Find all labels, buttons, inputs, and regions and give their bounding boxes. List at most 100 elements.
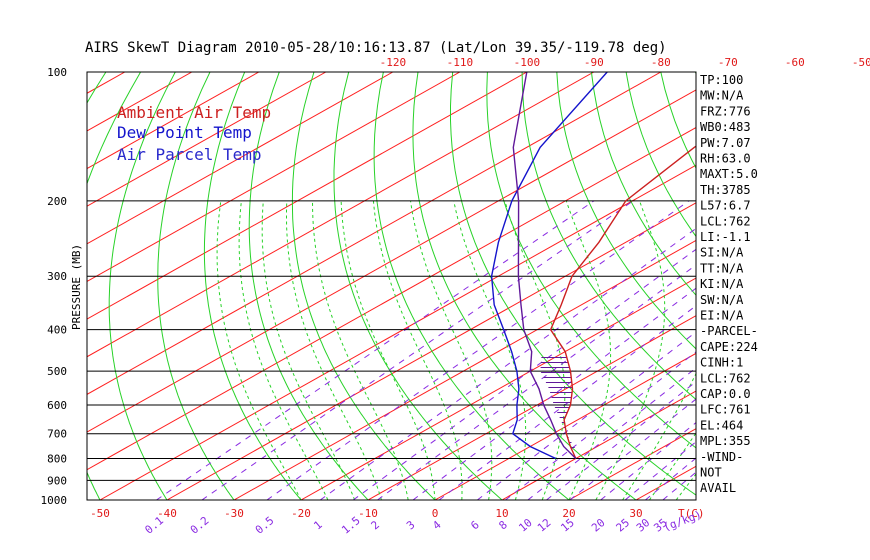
pressure-tick-label: 600 <box>47 399 67 412</box>
bottom-tick-label: -20 <box>291 507 311 520</box>
side-panel-entry: SW:N/A <box>700 293 744 307</box>
mixing-ratio-tick-label: 8 <box>496 518 509 532</box>
moist-adiabat-line <box>410 200 493 500</box>
pressure-tick-label: 200 <box>47 195 67 208</box>
parcel-temp-line <box>512 72 577 459</box>
pressure-tick-label: 800 <box>47 453 67 466</box>
side-panel-entry: CAPE:224 <box>700 340 758 354</box>
dry-adiabat-line <box>333 72 503 500</box>
mixing-ratio-line <box>319 227 696 500</box>
isotherm-line <box>166 202 696 500</box>
y-axis-label: PRESSURE (MB) <box>70 244 83 330</box>
top-temperature-tick-labels: -120-110-100-90-80-70-60-50-40 <box>380 56 870 69</box>
isotherm-line <box>367 315 696 500</box>
side-panel-entry: AVAIL <box>700 481 736 495</box>
dry-adiabat-line <box>373 72 570 500</box>
side-panel-entry: EL:464 <box>700 418 743 432</box>
series-layer <box>490 72 696 460</box>
bottom-temperature-tick-labels: -50 -40 -30 -20 -10 0 10 20 30 <box>90 507 643 520</box>
side-panel-entry: MW:N/A <box>700 89 744 103</box>
dry-adiabat-line <box>660 72 696 170</box>
top-tick-label: -100 <box>514 56 541 69</box>
side-panel-entry: KI:N/A <box>700 277 744 291</box>
side-panel-entry: LCL:762 <box>700 214 751 228</box>
bottom-tick-label: 30 <box>629 507 642 520</box>
dry-adiabat-line <box>765 72 870 500</box>
pressure-tick-label: 700 <box>47 428 67 441</box>
isotherm-line <box>300 277 696 500</box>
mixing-ratio-tick-label: 3 <box>404 518 417 532</box>
dewpoint-temp-line <box>490 72 608 460</box>
side-panel-entry: RH:63.0 <box>700 152 751 166</box>
mixing-ratio-tick-label: 6 <box>468 518 481 532</box>
isotherm-line <box>233 239 696 500</box>
isotherm-line <box>770 72 870 500</box>
isotherm-line <box>434 352 696 500</box>
bottom-tick-label: 20 <box>562 507 575 520</box>
dry-adiabat-line <box>800 72 870 500</box>
side-panel-entry: TH:3785 <box>700 183 751 197</box>
isotherm-line <box>87 72 327 207</box>
side-panel-entry: TP:100 <box>700 73 743 87</box>
chart-title: AIRS SkewT Diagram 2010-05-28/10:16:13.8… <box>85 40 667 56</box>
side-panel-entry: EI:N/A <box>700 309 744 323</box>
mixing-ratio-line <box>477 331 696 500</box>
mixing-ratio-line <box>201 200 634 500</box>
dry-adiabat-line <box>108 72 176 500</box>
dry-adiabat-line <box>730 72 870 500</box>
dry-adiabat-line <box>590 72 696 296</box>
moist-adiabat-line <box>261 200 356 500</box>
mixing-ratio-line <box>505 351 696 500</box>
isotherm-line <box>837 72 870 500</box>
bottom-axis-label: T(C) <box>678 507 705 520</box>
dry-adiabat-line <box>203 72 302 500</box>
moist-adiabat-line <box>216 200 302 500</box>
dry-adiabat-line <box>291 72 436 500</box>
mixing-ratio-tick-label: 0.5 <box>253 514 277 537</box>
side-panel-entry: CAP:0.0 <box>700 387 751 401</box>
isotherm-line <box>87 89 696 433</box>
mixing-ratio-line <box>662 471 696 500</box>
mixing-ratio-line <box>266 200 690 500</box>
moist-adiabat-line <box>565 200 612 500</box>
bottom-tick-label: -40 <box>157 507 177 520</box>
side-panel-entry: TT:N/A <box>700 261 744 275</box>
mixing-ratio-line <box>352 248 696 500</box>
top-tick-label: -90 <box>584 56 604 69</box>
legend-ambient: Ambient Air Temp <box>117 103 271 122</box>
bottom-tick-label: 10 <box>495 507 508 520</box>
side-panel-entry: NOT <box>700 466 722 480</box>
side-panel-entry: LCL:762 <box>700 371 751 385</box>
ambient-temp-line <box>549 145 696 459</box>
moist-adiabat-line <box>238 200 329 500</box>
side-panel-entry: L57:6.7 <box>700 199 751 213</box>
bottom-tick-label: -30 <box>224 507 244 520</box>
top-tick-label: -70 <box>718 56 738 69</box>
isotherm-line <box>87 126 696 471</box>
isotherm-line <box>87 72 394 245</box>
side-panel-entry: -PARCEL- <box>700 324 758 338</box>
top-tick-label: -50 <box>852 56 870 69</box>
dry-adiabat-line <box>157 72 235 500</box>
pressure-tick-label: 900 <box>47 474 67 487</box>
pressure-lines <box>87 200 696 481</box>
moist-adiabat-line <box>340 200 436 500</box>
pressure-tick-labels: 100 200 300 400 500 600 700 800 900 1000 <box>41 66 68 507</box>
bottom-tick-label: -10 <box>358 507 378 520</box>
side-panel-entry: -WIND- <box>700 450 743 464</box>
bottom-tick-label: -50 <box>90 507 110 520</box>
dry-adiabat-line <box>412 72 637 500</box>
mixing-ratio-tick-label: 10 <box>516 516 535 534</box>
dry-adiabat-line <box>486 72 696 449</box>
mixing-ratio-line <box>438 305 696 500</box>
isotherm-line <box>99 164 696 500</box>
side-panel-entry: PW:7.07 <box>700 136 751 150</box>
mixing-ratio-tick-label: 4 <box>430 518 444 532</box>
plot-frame <box>86 71 697 501</box>
top-tick-label: -110 <box>447 56 474 69</box>
isotherm-line <box>87 72 595 358</box>
isotherm-line <box>635 465 696 500</box>
side-panel-entry: CINH:1 <box>700 356 743 370</box>
legend: Ambient Air Temp Dew Point Temp Air Parc… <box>117 103 271 164</box>
